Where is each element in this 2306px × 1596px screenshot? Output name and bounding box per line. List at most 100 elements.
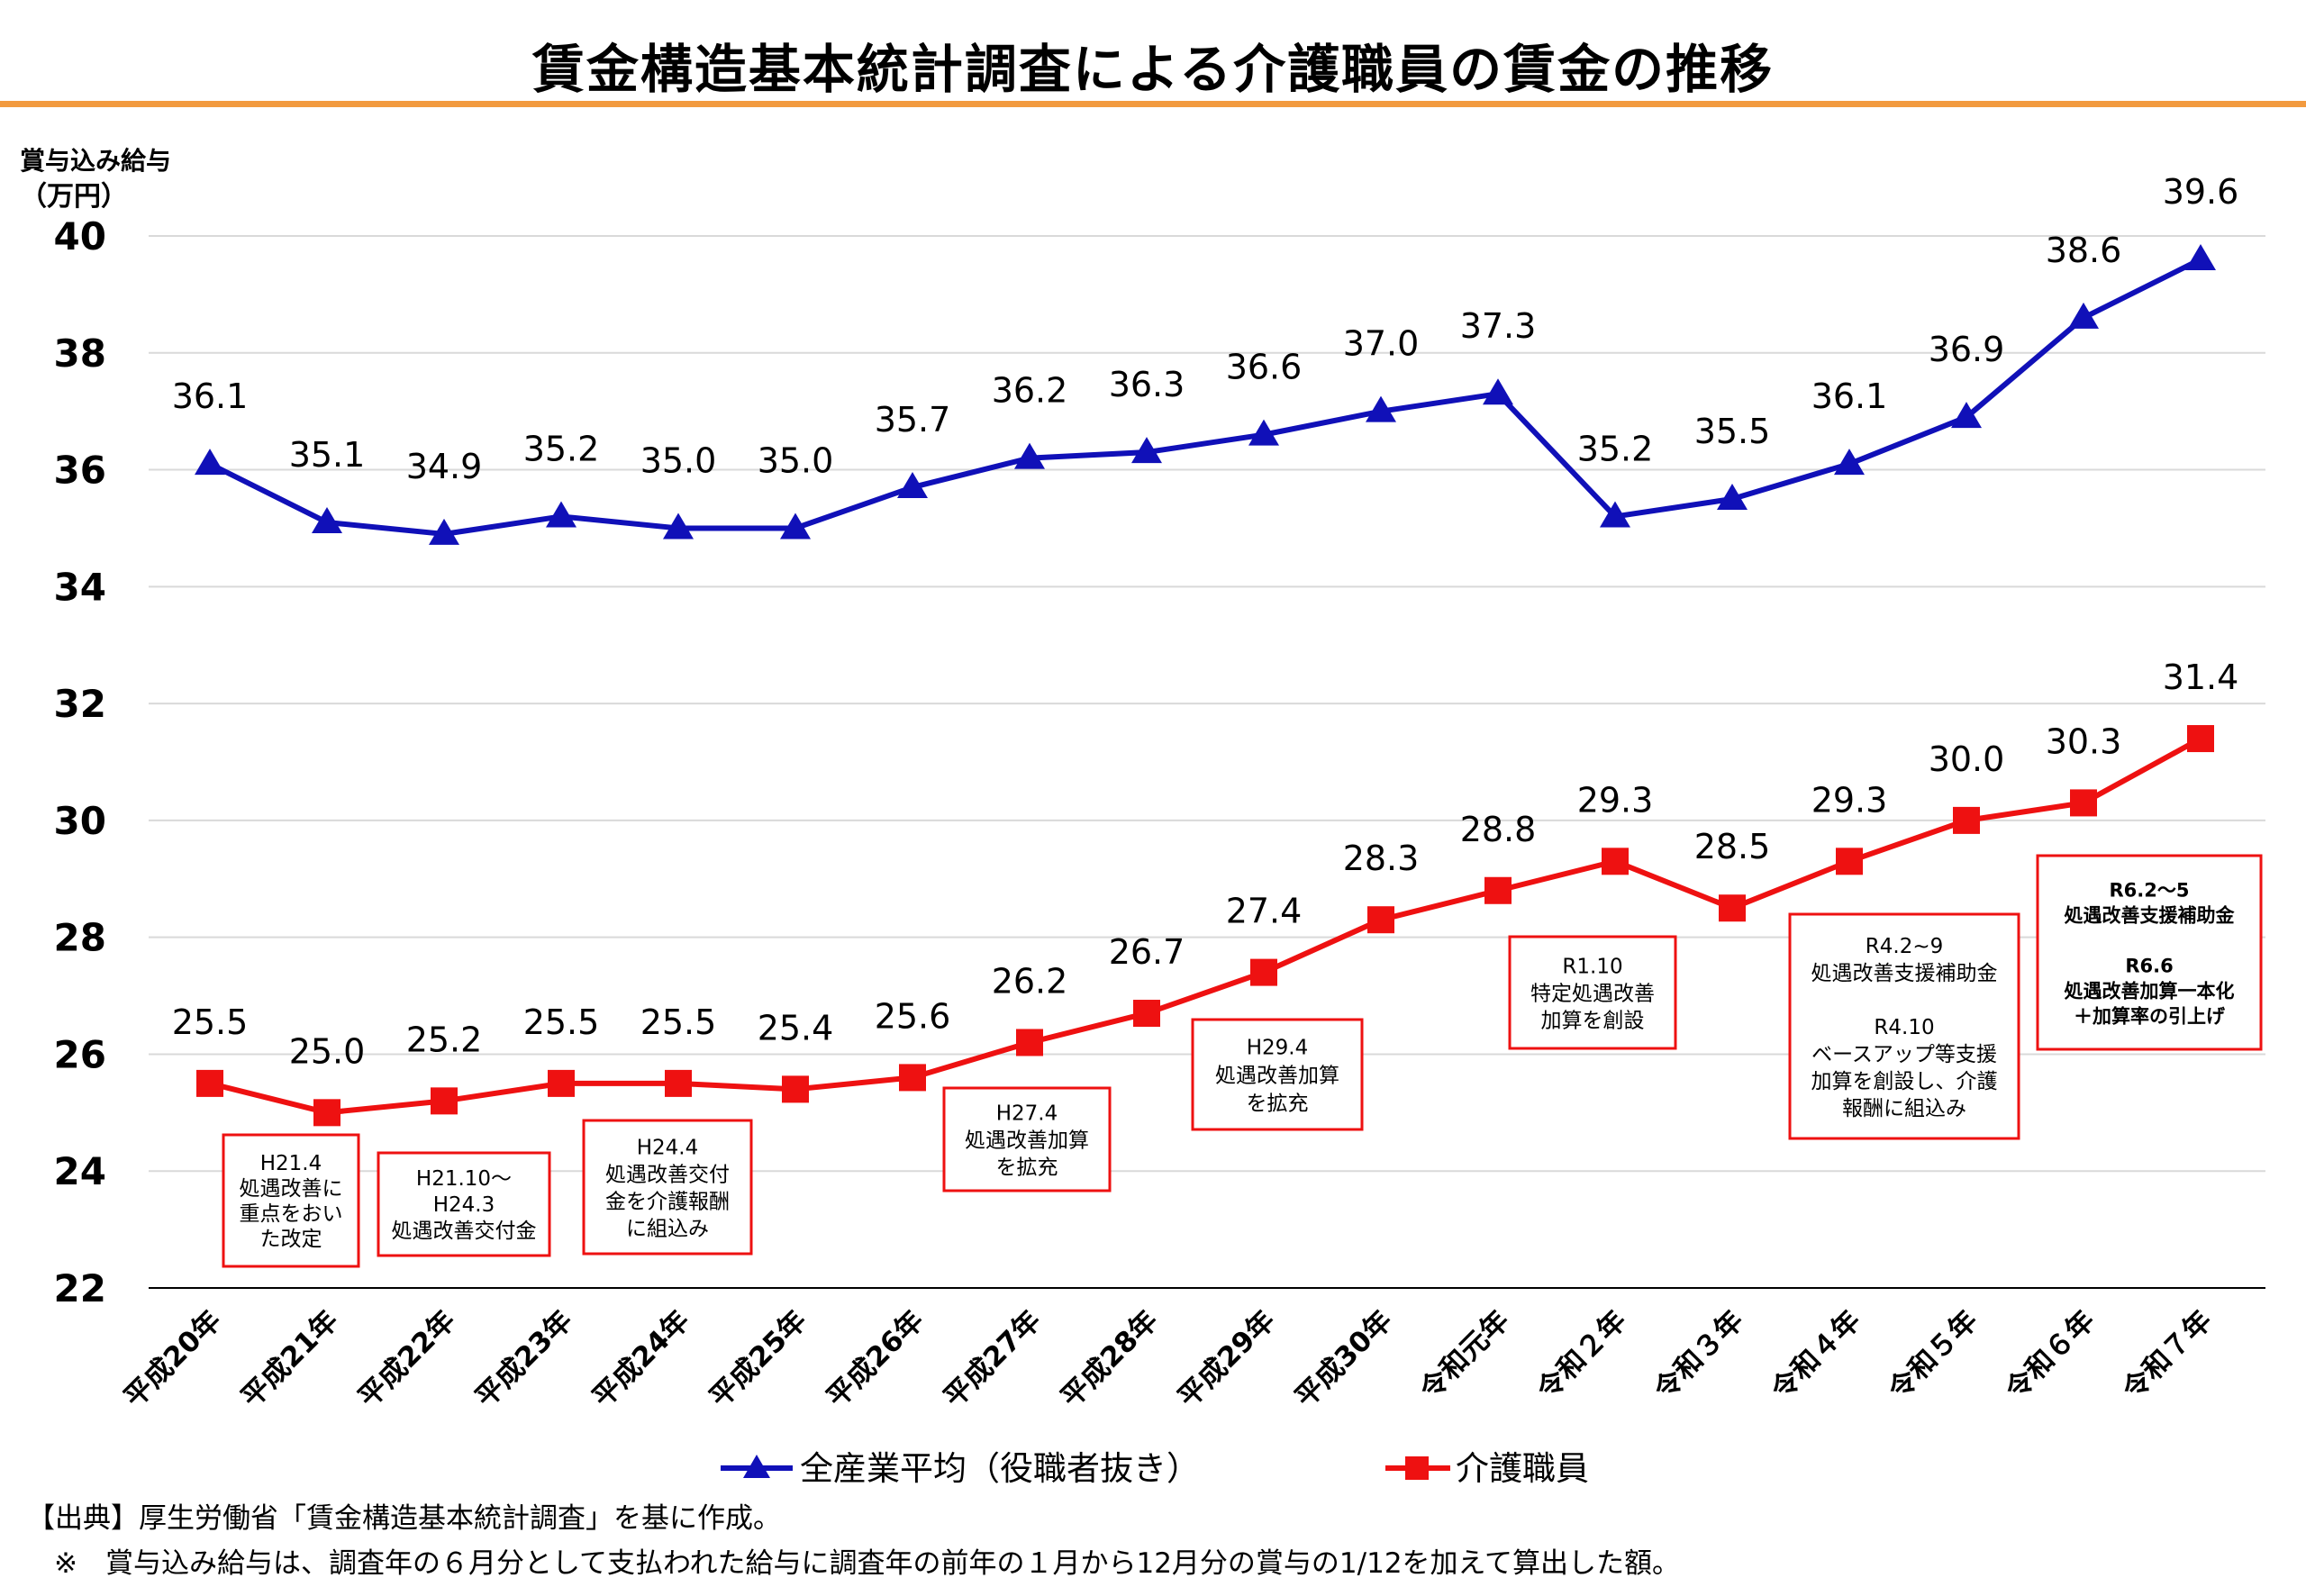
x-tick-label: 平成26年 bbox=[821, 1304, 931, 1414]
data-label: 36.6 bbox=[1226, 348, 1303, 387]
data-label: 30.3 bbox=[2046, 721, 2122, 761]
x-tick-label: 令和５年 bbox=[1883, 1304, 1984, 1406]
title-underline bbox=[0, 101, 2306, 107]
data-label: 25.6 bbox=[875, 996, 951, 1036]
annotation-text: を拡充 bbox=[1247, 1093, 1309, 1116]
data-label: 25.0 bbox=[289, 1031, 366, 1071]
data-label: 36.3 bbox=[1109, 365, 1185, 404]
data-point-square bbox=[548, 1069, 575, 1097]
data-point-square bbox=[1250, 958, 1277, 986]
annotation-text: 加算を創設 bbox=[1541, 1009, 1645, 1032]
data-point-triangle bbox=[780, 512, 811, 540]
data-point-triangle bbox=[1951, 402, 1982, 429]
annotation-text: H27.4 bbox=[996, 1102, 1058, 1125]
legend-label-all-industries: 全産業平均（役職者抜き） bbox=[800, 1449, 1200, 1488]
annotation-text: を拡充 bbox=[996, 1156, 1058, 1179]
annotation-text: R6.6 bbox=[2125, 955, 2173, 976]
annotation-text: R1.10 bbox=[1562, 955, 1622, 978]
y-tick-label: 36 bbox=[54, 449, 106, 493]
data-point-square bbox=[2187, 725, 2214, 753]
annotation-text: に組込み bbox=[626, 1217, 709, 1240]
y-tick-label: 30 bbox=[54, 799, 106, 843]
data-label: 36.9 bbox=[1929, 330, 2005, 369]
data-label: 30.0 bbox=[1929, 739, 2005, 779]
series-line-all-industries bbox=[208, 257, 2202, 537]
data-point-triangle bbox=[312, 506, 342, 533]
data-point-triangle bbox=[2185, 243, 2216, 270]
x-tick-label: 令和元年 bbox=[1414, 1304, 1516, 1406]
legend-marker-square bbox=[1405, 1456, 1429, 1480]
data-point-square bbox=[665, 1069, 692, 1097]
y-tick-label: 38 bbox=[54, 331, 106, 376]
data-label: 29.3 bbox=[1811, 780, 1888, 820]
annotation-text: R6.2～5 bbox=[2110, 879, 2190, 901]
data-point-triangle bbox=[1834, 449, 1865, 476]
annotation-text: 処遇改善支援補助金 bbox=[2065, 904, 2236, 926]
x-tick-label: 令和７年 bbox=[2117, 1304, 2219, 1406]
x-tick-label: 平成29年 bbox=[1172, 1304, 1282, 1414]
annotation-text: 加算を創設し、介護 bbox=[1811, 1070, 1998, 1093]
series-line-care-workers bbox=[209, 736, 2202, 1116]
data-point-square bbox=[1016, 1029, 1043, 1056]
annotation-text: 金を介護報酬 bbox=[605, 1190, 730, 1213]
data-point-triangle bbox=[429, 518, 459, 545]
data-label: 36.1 bbox=[1811, 376, 1888, 416]
data-point-square bbox=[1133, 1000, 1160, 1028]
annotation-box bbox=[942, 1086, 1112, 1192]
data-label: 25.4 bbox=[758, 1008, 834, 1047]
x-tick-label: 令和３年 bbox=[1648, 1304, 1750, 1406]
data-point-triangle bbox=[1483, 378, 1513, 405]
data-point-square bbox=[431, 1087, 458, 1115]
data-label: 26.7 bbox=[1109, 932, 1185, 972]
annotation-text: H24.3 bbox=[433, 1193, 495, 1217]
data-point-triangle bbox=[1366, 395, 1396, 422]
annotation-text: 処遇改善に bbox=[240, 1177, 343, 1201]
x-tick-label: 平成25年 bbox=[704, 1304, 813, 1414]
data-point-square bbox=[1367, 906, 1394, 934]
data-label: 34.9 bbox=[406, 447, 483, 486]
data-label: 36.2 bbox=[992, 371, 1068, 411]
y-tick-label: 28 bbox=[54, 916, 106, 960]
data-label: 28.5 bbox=[1694, 827, 1771, 866]
data-label: 25.2 bbox=[406, 1020, 483, 1059]
x-tick-label: 令和２年 bbox=[1531, 1304, 1633, 1406]
data-point-triangle bbox=[1717, 484, 1748, 510]
x-tick-label: 平成28年 bbox=[1055, 1304, 1165, 1414]
y-tick-label: 34 bbox=[54, 565, 106, 609]
y-axis-title: 賞与込み給与 bbox=[20, 146, 171, 176]
x-tick-label: 平成22年 bbox=[352, 1304, 462, 1414]
y-axis-unit: （万円） bbox=[20, 181, 128, 213]
annotation-text: 処遇改善加算 bbox=[1215, 1065, 1339, 1088]
x-tick-label: 平成20年 bbox=[118, 1304, 228, 1414]
footnote: ※ 賞与込み給与は、調査年の６月分として支払われた給与に調査年の前年の１月から1… bbox=[54, 1547, 1680, 1580]
data-point-square bbox=[1484, 876, 1512, 904]
data-label: 28.3 bbox=[1343, 839, 1420, 878]
data-label: 26.2 bbox=[992, 961, 1068, 1001]
x-tick-label: 平成27年 bbox=[938, 1304, 1048, 1414]
y-tick-label: 22 bbox=[54, 1266, 106, 1310]
data-point-triangle bbox=[2068, 302, 2099, 329]
data-point-triangle bbox=[1248, 419, 1279, 446]
annotation-text: H21.4 bbox=[260, 1152, 322, 1175]
data-label: 38.6 bbox=[2046, 231, 2122, 270]
data-label: 35.0 bbox=[640, 440, 717, 480]
data-point-triangle bbox=[546, 501, 576, 528]
data-label: 35.5 bbox=[1694, 412, 1771, 451]
data-point-square bbox=[782, 1075, 809, 1103]
data-label: 36.1 bbox=[172, 376, 249, 416]
y-tick-label: 24 bbox=[54, 1149, 106, 1193]
annotation-box bbox=[1788, 912, 2020, 1140]
data-point-square bbox=[1719, 894, 1746, 922]
data-label: 35.7 bbox=[875, 400, 951, 440]
annotation-text: た改定 bbox=[260, 1228, 322, 1251]
x-tick-label: 平成24年 bbox=[586, 1304, 696, 1414]
annotation-text: H24.4 bbox=[637, 1136, 699, 1159]
annotation-text: R4.10 bbox=[1874, 1016, 1934, 1039]
data-label: 35.0 bbox=[758, 440, 834, 480]
data-point-square bbox=[899, 1064, 926, 1092]
data-label: 35.2 bbox=[1577, 429, 1654, 468]
annotation-text: 重点をおい bbox=[240, 1202, 343, 1226]
legend-label-care-workers: 介護職員 bbox=[1456, 1449, 1589, 1488]
annotation-text: 処遇改善加算 bbox=[965, 1129, 1089, 1152]
data-label: 29.3 bbox=[1577, 780, 1654, 820]
